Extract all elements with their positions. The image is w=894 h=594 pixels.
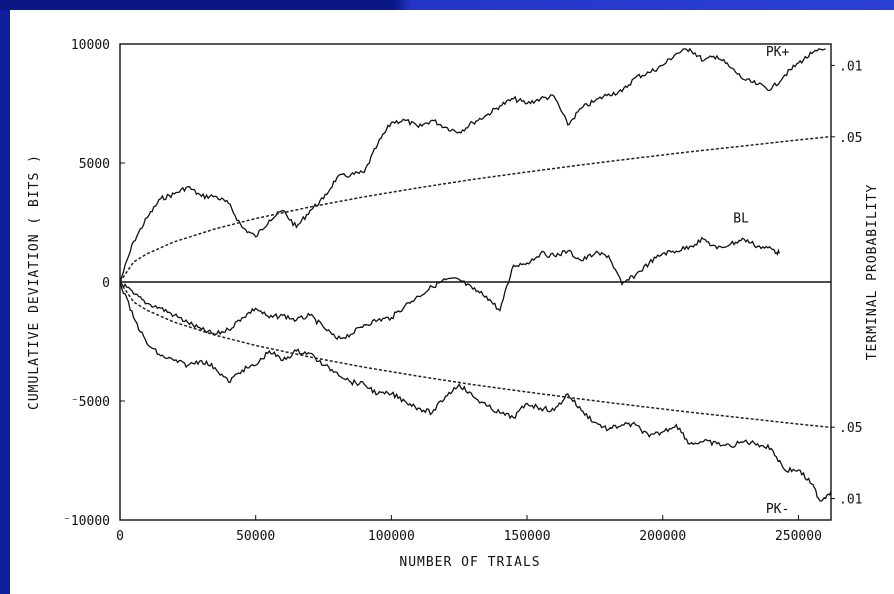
x-axis-title: NUMBER OF TRIALS [399,555,540,570]
x-tick-label: 100000 [368,529,415,544]
x-tick-label: 0 [116,529,124,544]
series-label-bl: BL [733,212,749,227]
y-axis-title: CUMULATIVE DEVIATION ( BITS ) [27,154,42,410]
x-tick-label: 250000 [775,529,822,544]
right-tick-label: .05 [839,421,862,436]
y-tick-label: 5000 [79,157,110,172]
x-tick-label: 150000 [504,529,551,544]
slide-top-bar [0,0,894,10]
series-line-bl [119,236,781,341]
y-tick-label: ⁻10000 [63,514,110,529]
right-axis-title: TERMINAL PROBABILITY [865,184,880,361]
series-label-pk-: PK- [766,502,789,517]
slide-frame [10,10,894,594]
series-line-pk- [119,47,826,283]
y-tick-label: 10000 [71,38,110,53]
series-line-pk- [119,281,832,502]
y-tick-label: 0 [102,276,110,291]
series-layer [119,47,832,502]
x-tick-label: 200000 [639,529,686,544]
right-tick-label: .05 [839,131,862,146]
series-line-p-05-lower [119,281,832,429]
series-label-pk-: PK+ [766,45,790,60]
x-tick-label: 50000 [236,529,275,544]
y-tick-label: ⁻5000 [71,395,110,410]
right-tick-label: .01 [839,59,862,74]
series-line-p-05-upper [119,135,832,283]
tick-layer: 0 50000 100000 150000 200000 250000⁻10000⁻500… [63,38,862,544]
plot-frame [119,43,832,521]
right-tick-label: .01 [839,493,862,508]
